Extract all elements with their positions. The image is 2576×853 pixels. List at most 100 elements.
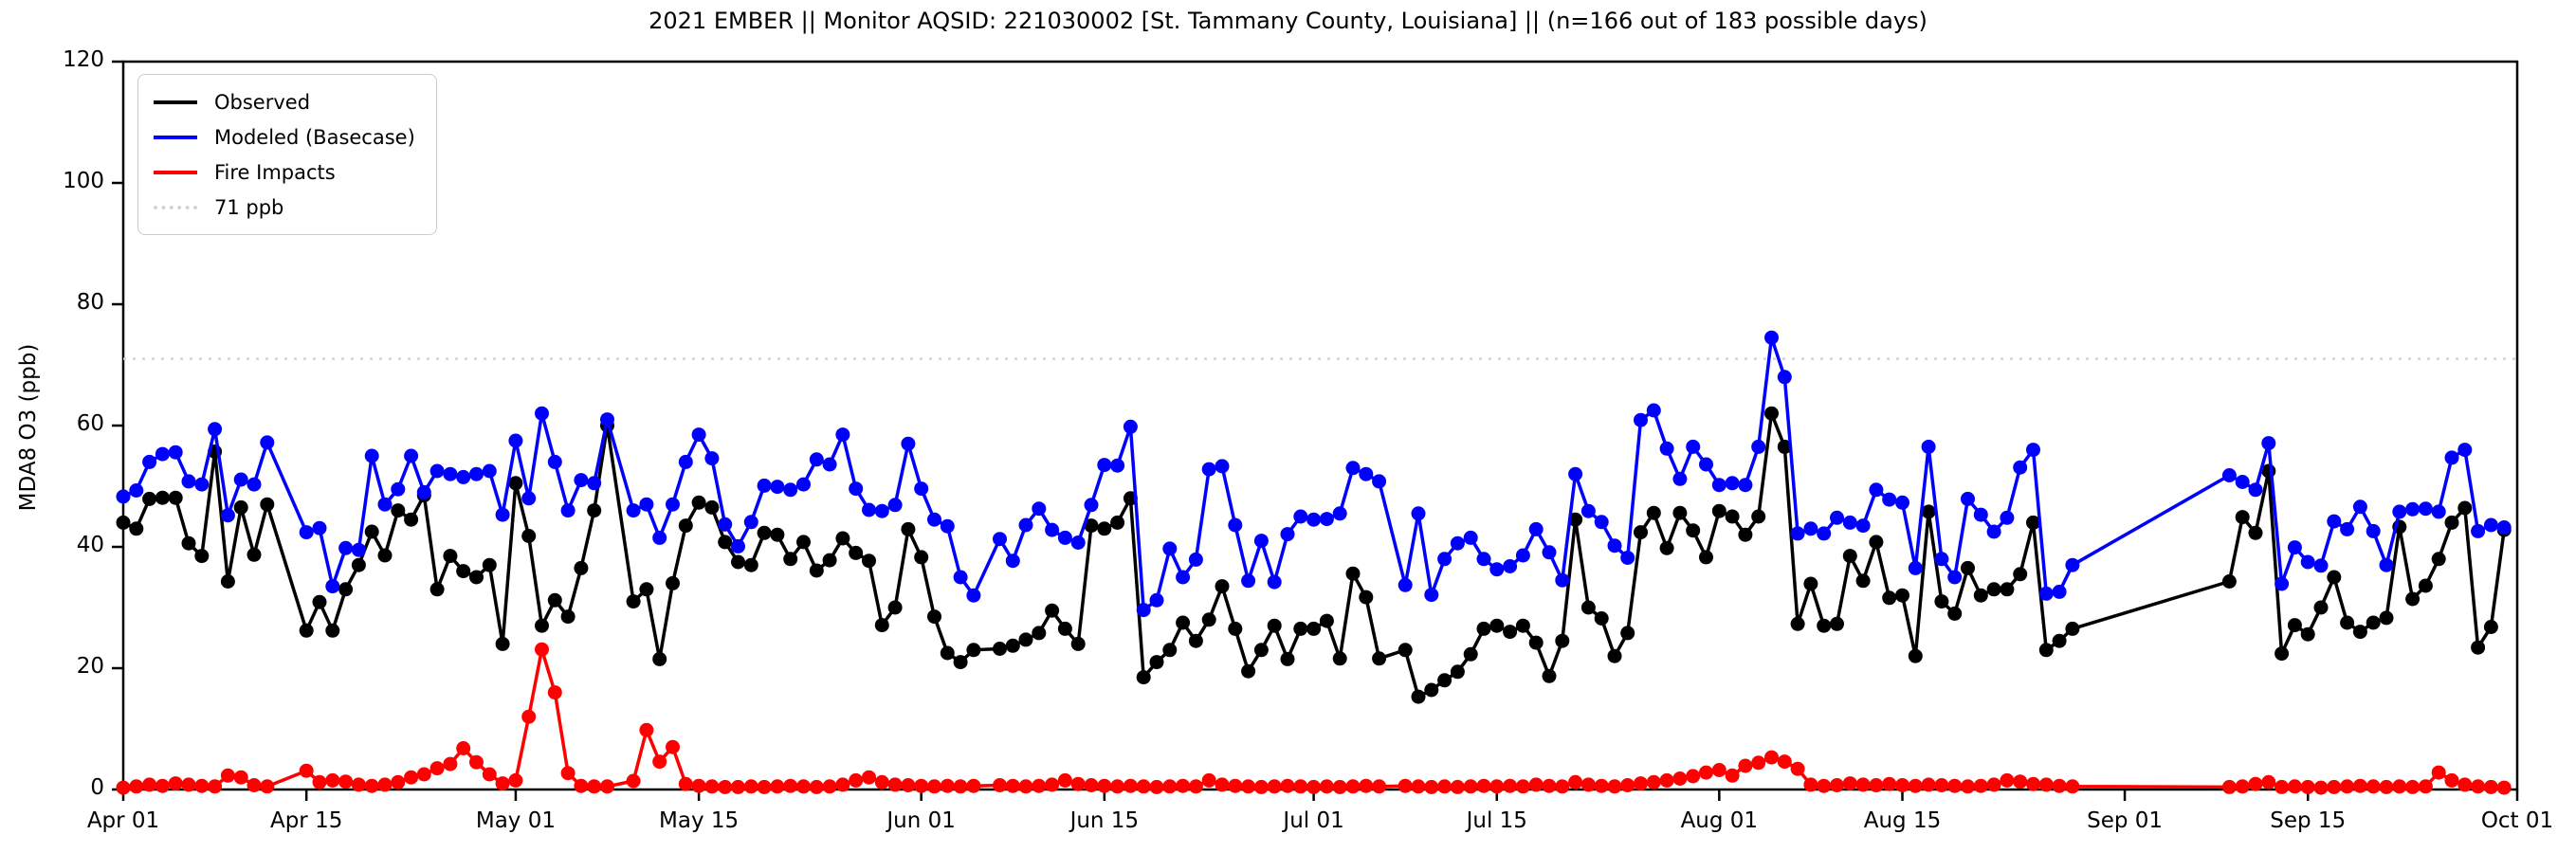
data-point (2444, 515, 2459, 530)
data-point (521, 529, 537, 543)
data-point (351, 777, 366, 792)
data-point (1228, 621, 1243, 636)
data-point (1110, 779, 1125, 794)
data-point (1921, 504, 1936, 519)
data-point (587, 476, 602, 491)
data-point (1503, 625, 1518, 640)
data-point (849, 481, 864, 497)
data-point (652, 651, 667, 666)
data-point (1908, 560, 1923, 575)
data-point (1711, 503, 1726, 518)
data-point (1555, 633, 1570, 648)
data-point (1580, 777, 1596, 792)
data-point (2221, 468, 2237, 482)
y-tick-label: 80 (76, 290, 104, 315)
data-point (1620, 551, 1635, 565)
data-point (2000, 772, 2015, 788)
data-point (1293, 509, 1308, 524)
data-point (1476, 621, 1491, 636)
data-point (1542, 778, 1557, 793)
y-tick-label: 100 (63, 169, 104, 193)
data-point (1882, 492, 1897, 507)
data-point (1162, 779, 1178, 794)
data-point (1136, 779, 1151, 794)
data-point (835, 777, 850, 792)
data-point (1607, 538, 1622, 554)
data-point (822, 457, 837, 472)
data-point (1084, 778, 1099, 792)
data-point (208, 779, 223, 794)
data-point (469, 570, 484, 585)
data-point (2379, 557, 2394, 572)
data-point (1751, 439, 1766, 454)
data-point (743, 779, 758, 794)
data-point (953, 779, 968, 794)
data-point (1764, 406, 1779, 421)
data-point (652, 530, 667, 545)
data-point (587, 779, 602, 794)
data-point (1934, 552, 1949, 567)
data-point (1398, 643, 1413, 658)
data-point (1790, 616, 1805, 631)
data-point (2026, 776, 2040, 791)
x-tick-label: Oct 01 (2480, 808, 2554, 833)
data-point (2340, 521, 2355, 536)
x-tick-label: Apr 15 (269, 808, 343, 833)
data-point (1267, 618, 1282, 633)
data-point (1149, 655, 1164, 670)
data-point (1045, 603, 1060, 618)
data-point (626, 503, 641, 518)
data-point (1437, 673, 1452, 688)
data-point (1620, 626, 1635, 641)
data-point (2340, 779, 2355, 794)
data-point (181, 535, 196, 551)
data-point (1503, 559, 1518, 573)
data-point (1267, 574, 1282, 590)
data-point (2052, 633, 2067, 648)
data-point (364, 448, 379, 463)
data-point (1830, 616, 1844, 631)
data-point (443, 756, 458, 771)
data-point (770, 779, 785, 794)
data-point (600, 412, 614, 427)
data-point (1699, 550, 1713, 565)
x-tick-label: Aug 15 (1863, 808, 1942, 833)
data-point (1515, 618, 1530, 633)
data-point (2235, 510, 2250, 525)
data-point (142, 454, 157, 469)
data-point (1057, 621, 1072, 636)
data-point (1528, 521, 1544, 536)
data-point (1672, 505, 1688, 520)
data-point (469, 754, 484, 770)
data-point (2261, 774, 2276, 789)
data-point (2418, 501, 2433, 517)
data-point (1961, 779, 1975, 794)
data-point (560, 766, 575, 781)
data-point (1777, 370, 1792, 385)
data-point (1699, 765, 1713, 780)
data-point (1568, 466, 1583, 481)
data-point (1738, 478, 1753, 493)
data-point (2366, 779, 2381, 794)
data-point (377, 777, 393, 792)
data-point (953, 655, 968, 670)
data-point (116, 489, 131, 504)
data-point (1803, 777, 1818, 792)
data-point (1123, 419, 1138, 434)
data-point (666, 497, 680, 512)
data-point (666, 575, 680, 590)
data-point (1594, 515, 1609, 530)
data-point (2013, 567, 2028, 582)
data-point (299, 763, 314, 778)
data-point (404, 448, 419, 463)
data-point (1450, 535, 1465, 551)
data-point (1162, 541, 1178, 556)
data-point (1201, 612, 1216, 627)
legend-label: Fire Impacts (214, 160, 336, 184)
data-point (443, 549, 458, 564)
data-point (2483, 620, 2498, 634)
data-point (521, 709, 537, 724)
data-point (1711, 763, 1726, 777)
data-point (993, 532, 1007, 547)
